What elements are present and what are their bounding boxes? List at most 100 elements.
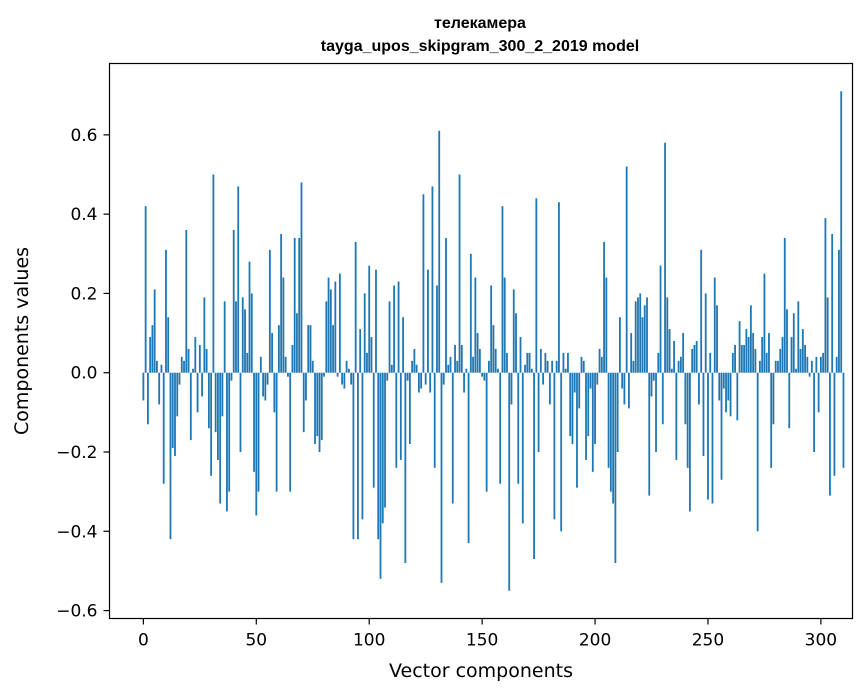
bar [754,348,757,373]
bar [668,329,671,373]
x-tick-label: 250 [692,631,724,651]
bar [686,372,689,468]
bar [293,237,296,373]
bar [578,372,581,409]
bar [334,281,337,373]
bar [239,372,242,452]
bar [637,297,639,373]
bar [533,372,535,560]
bar [539,348,542,373]
bar [217,372,219,460]
bar [413,348,416,373]
bar [612,372,615,504]
bar [551,360,554,373]
bar [639,293,642,373]
bar [573,372,576,393]
bar [151,325,154,373]
bar [171,372,174,449]
bar [386,372,389,381]
bar [454,344,456,373]
bar [449,356,452,373]
bar [397,281,400,373]
bar [262,372,264,397]
bar [688,372,691,512]
bar [429,372,432,393]
bar [411,360,414,373]
bar [167,317,170,373]
bar [691,348,694,373]
chart-subtitle: tayga_upos_skipgram_300_2_2019 model [321,38,639,55]
bar [162,372,165,484]
y-axis-label: Components values [11,247,33,435]
bar [219,372,222,504]
bar [646,297,648,373]
bar [810,360,813,373]
y-tick-label: −0.2 [56,443,97,463]
bar [510,372,513,405]
bar [603,241,605,373]
bar [246,352,249,373]
bar [698,372,700,405]
bar [652,372,655,381]
bar [354,241,357,373]
x-tick-label: 200 [579,631,611,651]
bar [544,352,547,373]
bar [178,372,181,385]
bar [298,237,301,373]
bar [447,364,450,373]
bar [727,372,730,401]
bar [666,297,669,373]
bar [492,325,495,373]
bar [768,333,770,373]
bar [160,364,163,373]
bar [345,360,348,373]
bar [311,360,314,373]
bar [458,174,461,373]
bar [564,368,567,373]
bar [571,372,574,445]
bar [783,237,786,373]
bar [628,372,630,409]
bar [759,360,761,373]
bar [616,372,619,452]
bar [625,166,628,373]
bar [156,360,158,373]
bar [388,301,391,373]
bar [336,372,339,377]
bar [420,372,423,389]
bar [824,218,827,373]
bar [372,372,375,488]
bar [302,372,305,433]
bar [183,360,185,373]
bar [237,186,240,373]
bar [264,372,267,401]
bar [786,309,788,373]
bar [562,352,565,373]
bar [569,372,572,437]
bar [422,194,425,373]
bar [201,372,203,397]
bar [223,301,226,373]
bar [296,313,298,373]
bar [305,372,307,401]
bar [621,372,624,389]
bar [537,372,540,452]
bar [442,372,445,385]
bar [641,317,644,373]
bar [695,341,698,373]
bar [752,333,755,373]
bar [257,372,260,492]
bar [194,337,197,373]
bar [618,317,621,373]
bar [605,277,608,373]
bar [300,182,303,373]
bar [770,372,773,468]
bar [318,372,321,452]
bar [375,269,377,373]
bar [761,337,764,373]
bar [530,368,533,373]
bar [212,174,215,373]
y-axis-ticks: −0.6 −0.4 −0.2 0.0 0.2 0.4 0.6 [56,126,110,622]
bar [587,372,590,437]
bar [244,309,246,373]
